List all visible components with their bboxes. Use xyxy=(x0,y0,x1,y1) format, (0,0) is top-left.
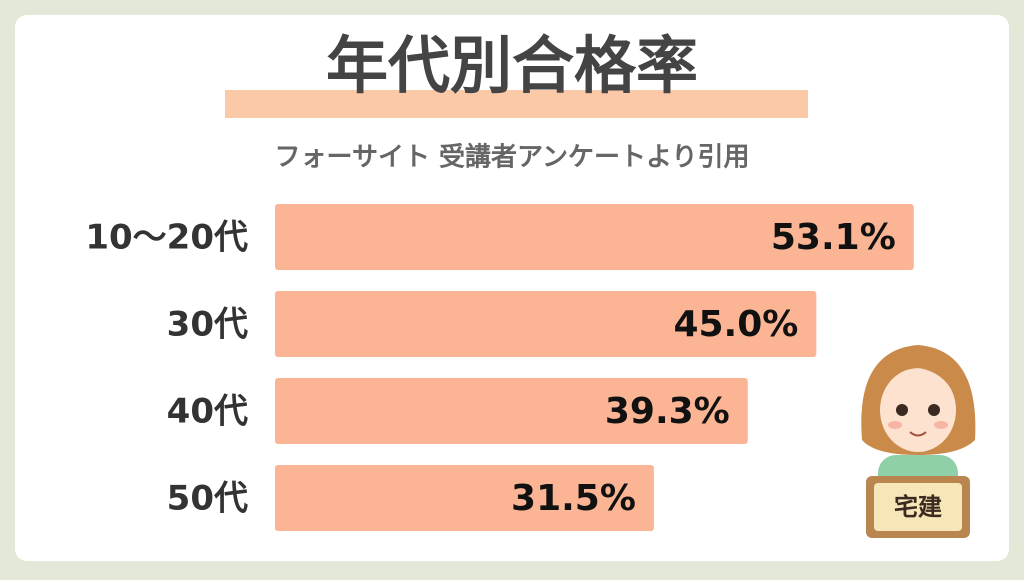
eye xyxy=(896,404,908,416)
chart-title: 年代別合格率 xyxy=(326,29,698,102)
sign xyxy=(874,483,962,531)
title-highlight xyxy=(225,90,808,118)
category-label: 40代 xyxy=(167,392,248,432)
category-label: 10〜20代 xyxy=(85,218,248,258)
bar xyxy=(275,291,817,357)
bar xyxy=(275,465,654,531)
category-label: 50代 xyxy=(167,479,248,519)
panel xyxy=(15,15,1009,561)
bar xyxy=(275,204,914,270)
chart-subtitle: フォーサイト 受講者アンケートより引用 xyxy=(275,142,750,173)
bar xyxy=(275,378,748,444)
illustration: 宅建 xyxy=(861,345,976,538)
sign-label: 宅建 xyxy=(894,493,942,521)
cheek xyxy=(888,421,902,429)
value-label: 39.3% xyxy=(605,391,730,432)
cheek xyxy=(934,421,948,429)
face xyxy=(880,368,956,452)
eye xyxy=(928,404,940,416)
value-label: 45.0% xyxy=(673,304,798,345)
category-label: 30代 xyxy=(167,305,248,345)
mouth xyxy=(909,431,927,437)
value-label: 31.5% xyxy=(511,478,636,519)
value-label: 53.1% xyxy=(771,217,896,258)
